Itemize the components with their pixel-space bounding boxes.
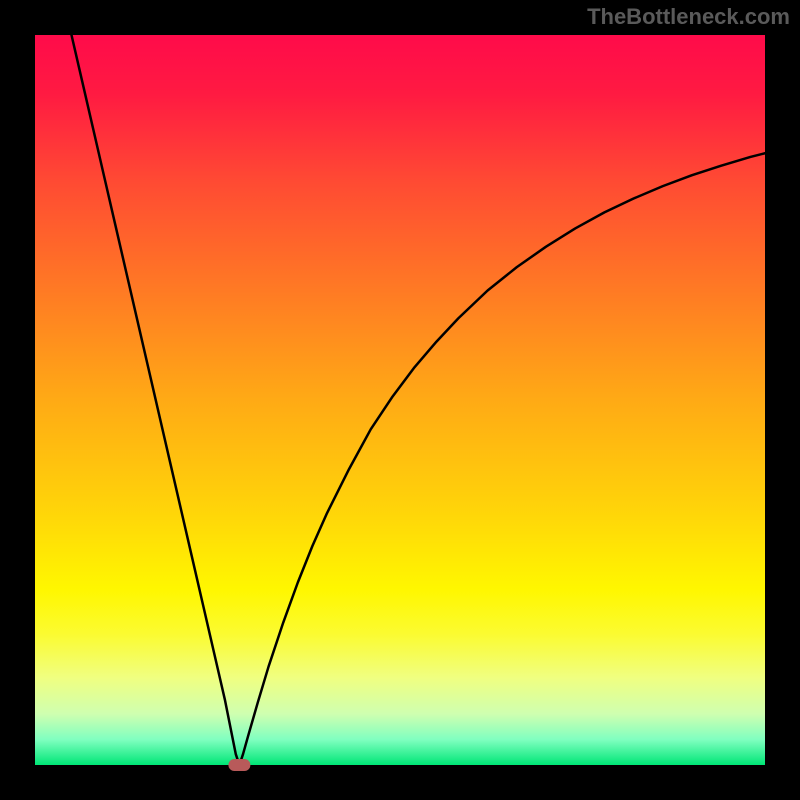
chart-plot-background bbox=[35, 35, 765, 765]
chart-svg bbox=[0, 0, 800, 800]
bottleneck-chart: TheBottleneck.com bbox=[0, 0, 800, 800]
watermark-label: TheBottleneck.com bbox=[587, 4, 790, 30]
minimum-marker bbox=[228, 759, 250, 771]
